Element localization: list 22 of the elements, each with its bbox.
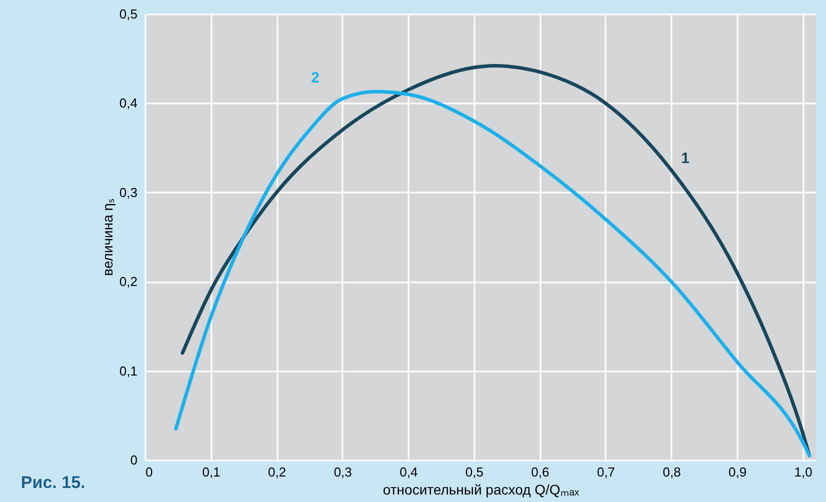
y-tick-label: 0,1: [119, 363, 138, 378]
y-tick-label: 0,4: [119, 96, 138, 111]
series-label: 1: [681, 150, 690, 168]
y-tick-label: 0: [130, 452, 138, 468]
x-tick-label: 0,6: [531, 464, 550, 480]
x-tick-label: 0,4: [400, 464, 418, 480]
x-tick-label: 0,7: [596, 464, 616, 480]
x-tick-label: 0,8: [662, 464, 681, 480]
y-axis-title: величина ηₛ: [99, 199, 116, 276]
x-tick-label: 0: [146, 464, 153, 480]
x-tick-label: 0,9: [728, 464, 747, 480]
x-tick-label: 0,1: [202, 464, 220, 480]
x-tick-label: 0,5: [465, 464, 484, 480]
x-tick-label: 0,3: [334, 464, 352, 480]
x-tick-label: 1,0: [794, 464, 812, 480]
y-tick-label: 0,2: [119, 274, 138, 290]
y-tick-label: 0,3: [119, 184, 138, 200]
x-tick-label: 0,2: [268, 464, 286, 480]
series-label: 2: [311, 70, 320, 87]
text: Рис. 15.: [20, 473, 86, 492]
x-axis-title: относительный расход Q/Qₘₐₓ: [382, 482, 580, 498]
y-tick-label: 0,5: [119, 6, 138, 22]
